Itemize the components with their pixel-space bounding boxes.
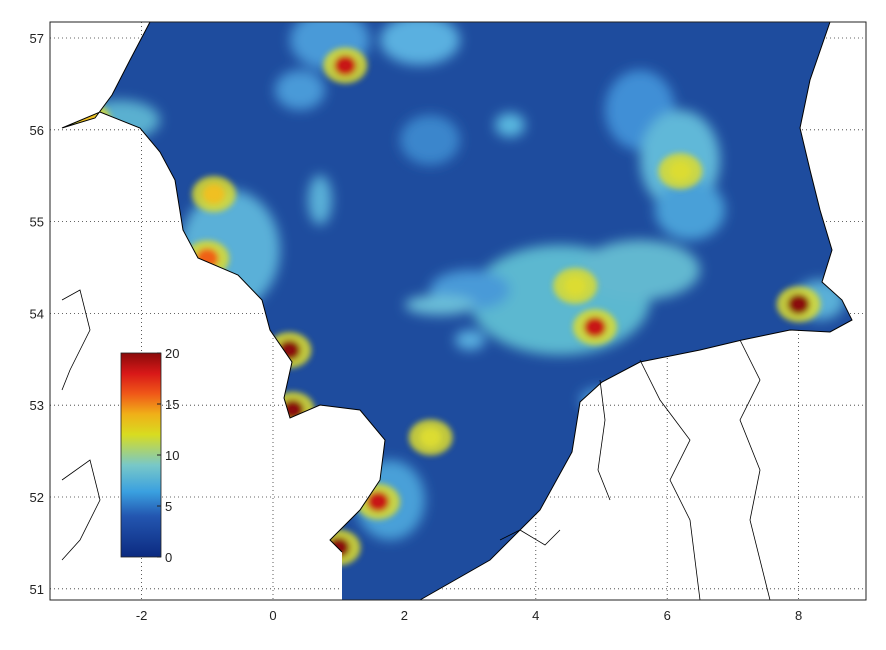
hotspot-core — [334, 55, 357, 76]
coastline — [61, 21, 853, 601]
colorbar-tick-label: 0 — [165, 550, 172, 565]
x-tick-label: 8 — [795, 608, 802, 623]
hotspot-core — [202, 184, 225, 205]
hotspot-core — [278, 340, 301, 361]
x-tick-label: 4 — [532, 608, 539, 623]
colorbar-tick-label: 20 — [165, 346, 179, 361]
hotspot-core — [669, 161, 692, 182]
y-tick-label: 53 — [30, 398, 44, 413]
intensity-patch — [495, 113, 525, 137]
hotspot-core — [564, 275, 587, 296]
colorbar-gradient — [120, 352, 162, 558]
intensity-patch — [405, 295, 475, 315]
intensity-patch — [580, 240, 700, 300]
colorbar: 0 5 10 15 20 — [120, 346, 179, 565]
plot-frame — [49, 21, 867, 601]
land-borders — [61, 289, 771, 601]
colorbar-tick-label: 10 — [165, 448, 179, 463]
y-tick-label: 54 — [30, 306, 44, 321]
hotspot-core — [419, 427, 442, 448]
intensity-patch — [400, 115, 460, 165]
x-tick-label: -2 — [136, 608, 148, 623]
colorbar-tick-label: 5 — [165, 499, 172, 514]
hotspot-core — [367, 491, 390, 512]
y-tick-label: 57 — [30, 31, 44, 46]
x-tick-label: 6 — [664, 608, 671, 623]
hotspot-core — [787, 294, 810, 315]
intensity-patch — [455, 330, 485, 350]
x-tick-label: 2 — [401, 608, 408, 623]
intensity-patch — [308, 175, 332, 225]
intensity-patch — [380, 22, 460, 65]
y-axis: 51 52 53 54 55 56 57 — [30, 31, 44, 597]
heatmap-layer — [62, 22, 852, 600]
intensity-patch — [275, 70, 325, 110]
y-tick-label: 55 — [30, 215, 44, 230]
y-tick-label: 52 — [30, 490, 44, 505]
intensity-patch — [580, 388, 620, 412]
intensity-patch — [655, 180, 725, 240]
x-tick-label: 0 — [269, 608, 276, 623]
x-axis: -2 0 2 4 6 8 — [136, 608, 802, 623]
hotspot-halo — [67, 102, 112, 139]
y-tick-label: 51 — [30, 582, 44, 597]
colorbar-tick-label: 15 — [165, 397, 179, 412]
hotspot-core — [583, 317, 606, 338]
y-tick-label: 56 — [30, 123, 44, 138]
